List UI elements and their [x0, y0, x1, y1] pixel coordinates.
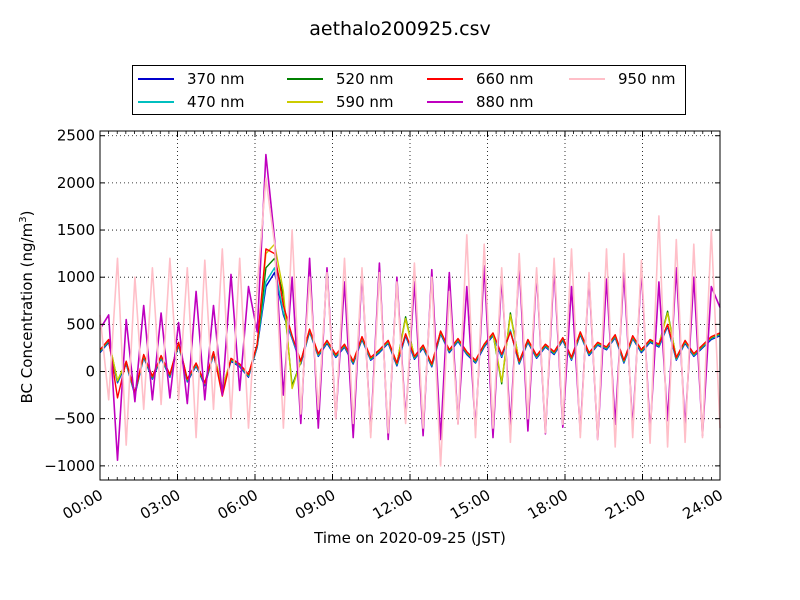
- y-tick-label: 500: [66, 315, 95, 333]
- legend-swatch-880: [427, 101, 463, 103]
- legend-label-660: 660 nm: [476, 70, 534, 88]
- legend-swatch-950: [569, 78, 605, 80]
- x-axis-label: Time on 2020-09-25 (JST): [314, 529, 506, 547]
- legend: 370 nm 470 nm 520 nm 590 nm 660 nm 880 n…: [132, 65, 686, 115]
- legend-label-370: 370 nm: [187, 70, 245, 88]
- legend-swatch-470: [138, 101, 174, 103]
- x-tick-label: 09:00: [292, 486, 338, 523]
- x-tick-labels: 00:00 03:00 06:00 09:00 12:00 15:00 18:00 21:00…: [60, 486, 726, 523]
- y-tick-label: 2000: [57, 174, 95, 192]
- x-tick-label: 03:00: [137, 486, 183, 523]
- x-tick-label: 21:00: [602, 486, 648, 523]
- series-lines: [99, 153, 721, 467]
- x-tick-label: 15:00: [447, 486, 493, 523]
- legend-swatch-590: [287, 101, 323, 103]
- legend-label-520: 520 nm: [336, 70, 394, 88]
- legend-swatch-370: [138, 78, 174, 80]
- legend-swatch-520: [287, 78, 323, 80]
- chart-title: aethalo200925.csv: [309, 18, 491, 40]
- legend-label-590: 590 nm: [336, 93, 394, 111]
- y-axis-label: BC Concentration (ng/m3): [18, 211, 36, 404]
- legend-swatch-660: [427, 78, 463, 80]
- y-axis-label-superscript: 3: [18, 216, 29, 223]
- plot-border: [99, 130, 721, 481]
- y-axis-label-close: ): [18, 210, 36, 217]
- legend-item-520: 520 nm: [287, 69, 394, 89]
- legend-label-470: 470 nm: [187, 93, 245, 111]
- y-tick-label: 1000: [57, 268, 95, 286]
- y-tick-label: 2500: [57, 127, 95, 145]
- series-line-950-nm: [99, 177, 721, 467]
- x-tick-label: 24:00: [680, 486, 726, 523]
- legend-item-470: 470 nm: [138, 92, 245, 112]
- y-axis-label-text: BC Concentration (ng/m: [18, 222, 36, 404]
- legend-label-950: 950 nm: [618, 70, 676, 88]
- legend-item-660: 660 nm: [427, 69, 534, 89]
- x-tick-label: 12:00: [370, 486, 416, 523]
- legend-item-370: 370 nm: [138, 69, 245, 89]
- legend-item-950: 950 nm: [569, 69, 676, 89]
- legend-item-880: 880 nm: [427, 92, 534, 112]
- y-tick-label: −1000: [44, 457, 95, 475]
- x-tick-label: 18:00: [525, 486, 571, 523]
- legend-label-880: 880 nm: [476, 93, 534, 111]
- y-tick-label: −500: [54, 410, 95, 428]
- legend-item-590: 590 nm: [287, 92, 394, 112]
- y-tick-label: 1500: [57, 221, 95, 239]
- x-tick-label: 00:00: [60, 486, 106, 523]
- y-tick-label: 0: [85, 363, 95, 381]
- x-tick-label: 06:00: [215, 486, 261, 523]
- y-tick-labels: 2500 2000 1500 1000 500 0 −500 −1000: [44, 127, 95, 475]
